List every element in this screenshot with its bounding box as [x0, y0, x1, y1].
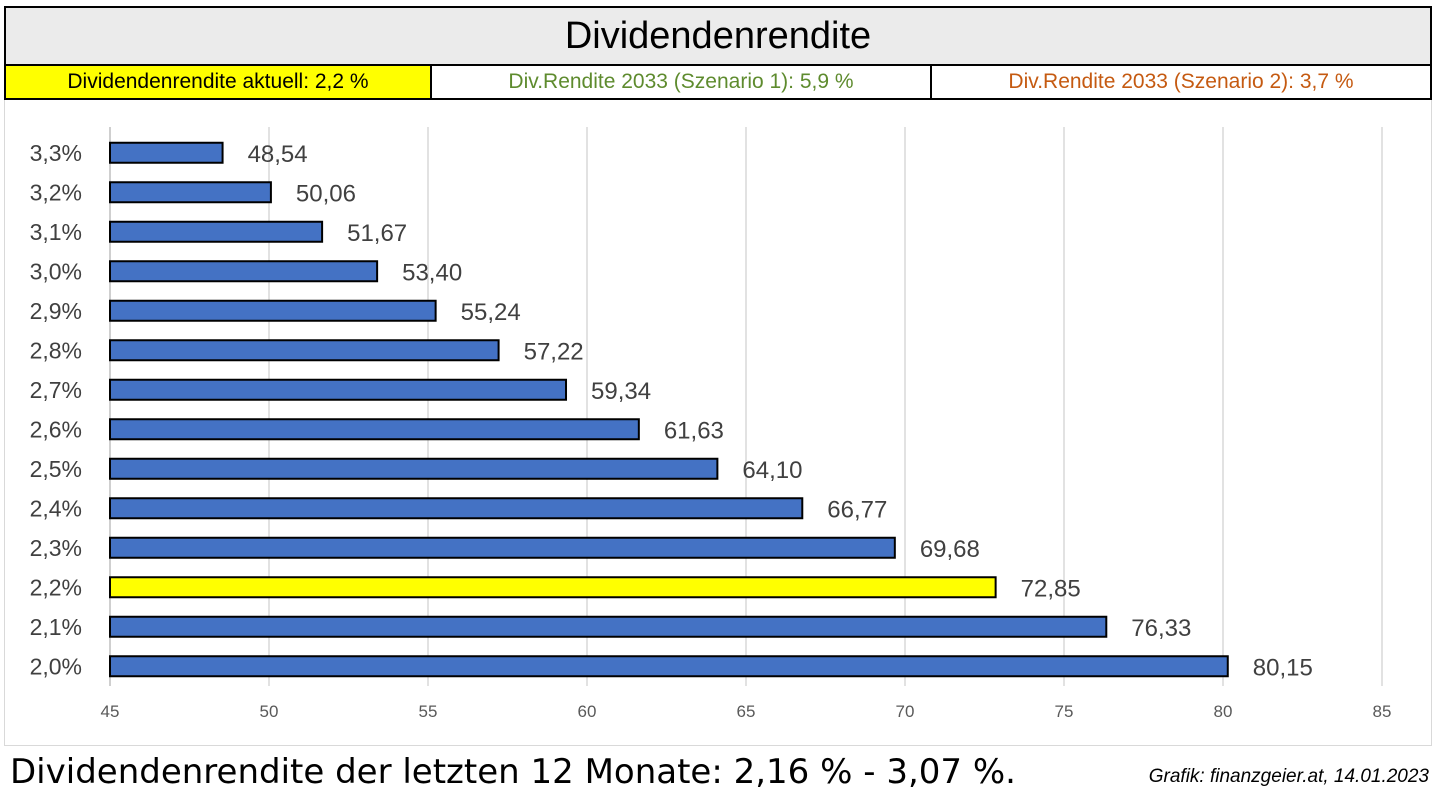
- x-tick-label: 85: [1373, 702, 1392, 721]
- value-label: 51,67: [347, 220, 407, 247]
- value-label: 50,06: [296, 180, 356, 207]
- y-category-label: 2,0%: [30, 653, 82, 679]
- credit-line: Grafik: finanzgeier.at, 14.01.2023: [1148, 766, 1429, 787]
- bar: [109, 181, 272, 204]
- value-label: 66,77: [827, 496, 887, 523]
- y-category-label: 3,1%: [30, 219, 82, 245]
- bar: [109, 536, 896, 559]
- y-category-label: 2,4%: [30, 495, 82, 521]
- bar: [109, 299, 437, 322]
- bar: [109, 378, 568, 401]
- value-label: 59,34: [591, 378, 651, 405]
- y-category-label: 2,8%: [30, 337, 82, 363]
- value-label: 80,15: [1253, 654, 1313, 681]
- bar: [109, 220, 324, 243]
- current-yield-label: Dividendenrendite aktuell: 2,2 %: [4, 66, 432, 100]
- y-category-label: 2,5%: [30, 456, 82, 482]
- bar: [109, 497, 804, 520]
- chart-title: Dividendenrendite: [4, 6, 1432, 66]
- value-label: 76,33: [1131, 615, 1191, 642]
- bar: [109, 457, 719, 480]
- bar: [109, 141, 224, 164]
- x-tick-label: 45: [101, 702, 120, 721]
- bar: [109, 339, 500, 362]
- x-tick-label: 65: [737, 702, 756, 721]
- scenario-2-label: Div.Rendite 2033 (Szenario 2): 3,7 %: [932, 66, 1432, 100]
- x-tick-label: 75: [1055, 702, 1074, 721]
- bar: [109, 615, 1108, 638]
- value-label: 69,68: [920, 536, 980, 563]
- value-label: 72,85: [1021, 575, 1081, 602]
- y-category-label: 3,3%: [30, 140, 82, 166]
- x-tick-label: 50: [260, 702, 279, 721]
- value-label: 53,40: [402, 259, 462, 286]
- value-label: 61,63: [664, 417, 724, 444]
- bar-chart: 45 50 55 60 65 70 75 80 85 3,3% 48,54 3,2% 50,06 3,1%…: [30, 127, 1392, 721]
- y-category-label: 2,7%: [30, 377, 82, 403]
- y-category-label: 2,9%: [30, 298, 82, 324]
- footer-summary: Dividendenrendite der letzten 12 Monate:…: [10, 752, 1016, 792]
- y-category-label: 2,6%: [30, 416, 82, 442]
- x-tick-label: 70: [896, 702, 915, 721]
- y-category-label: 2,3%: [30, 535, 82, 561]
- info-row: Dividendenrendite aktuell: 2,2 % Div.Ren…: [4, 66, 1432, 100]
- y-category-label: 2,2%: [30, 574, 82, 600]
- x-tick-label: 80: [1214, 702, 1233, 721]
- bar: [109, 655, 1229, 678]
- scenario-1-label: Div.Rendite 2033 (Szenario 1): 5,9 %: [432, 66, 932, 100]
- chart-area: 45 50 55 60 65 70 75 80 85 3,3% 48,54 3,2% 50,06 3,1%…: [4, 100, 1432, 746]
- y-category-label: 3,2%: [30, 179, 82, 205]
- y-category-label: 2,1%: [30, 614, 82, 640]
- x-tick-label: 55: [419, 702, 438, 721]
- value-label: 64,10: [742, 457, 802, 484]
- value-label: 55,24: [461, 299, 521, 326]
- value-label: 48,54: [248, 141, 308, 168]
- bar: [109, 260, 379, 283]
- bar-highlight: [109, 576, 997, 599]
- value-label: 57,22: [524, 338, 584, 365]
- y-category-label: 3,0%: [30, 258, 82, 284]
- x-tick-label: 60: [578, 702, 597, 721]
- bar: [109, 418, 640, 441]
